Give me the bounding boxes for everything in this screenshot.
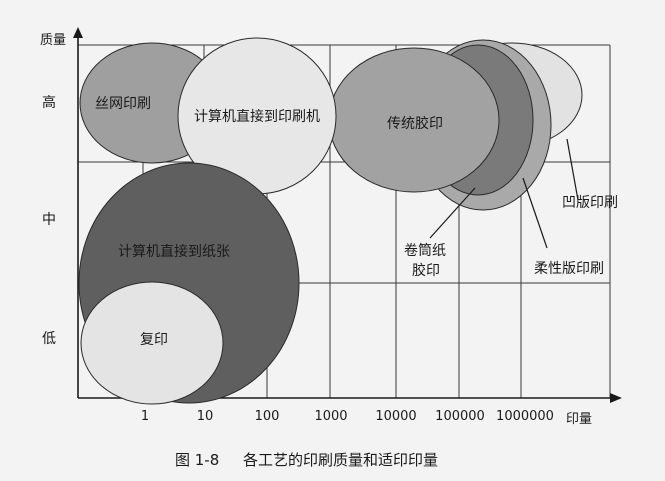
x-axis-arrow — [610, 393, 622, 403]
x-axis-title: 印量 — [566, 412, 592, 427]
y-axis-title: 质量 — [40, 33, 66, 48]
label-offset: 传统胶印 — [387, 115, 443, 132]
label-flexo: 柔性版印刷 — [534, 261, 604, 277]
label-web-offset-line1: 卷筒纸 — [404, 242, 446, 259]
caption-number: 图 1-8 — [175, 451, 219, 469]
leader-web-offset — [429, 187, 476, 239]
label-copy: 复印 — [140, 331, 168, 348]
x-tick-100000: 100000 — [435, 409, 485, 424]
y-level-low: 低 — [42, 331, 56, 347]
label-ctp-paper: 计算机直接到纸张 — [118, 243, 230, 260]
y-level-high: 高 — [42, 94, 56, 111]
x-tick-1: 1 — [141, 409, 149, 424]
x-tick-10000: 10000 — [375, 409, 416, 424]
label-gravure: 凹版印刷 — [562, 195, 618, 211]
process-regions — [78, 37, 583, 405]
x-tick-1000: 1000 — [314, 409, 347, 424]
x-tick-10: 10 — [197, 409, 214, 424]
label-silkscreen: 丝网印刷 — [95, 96, 151, 112]
label-ctp-press: 计算机直接到印刷机 — [194, 108, 320, 125]
ellipse-copy — [80, 281, 224, 405]
y-axis-arrow — [73, 27, 83, 38]
label-web-offset-line2: 胶印 — [412, 262, 440, 279]
leader-gravure — [566, 138, 579, 201]
caption-text: 各工艺的印刷质量和适印印量 — [243, 451, 438, 469]
x-tick-100: 100 — [255, 409, 280, 424]
leader-lines — [429, 138, 579, 249]
leader-flexo — [522, 177, 548, 249]
x-tick-labels: 1 10 100 1000 10000 100000 1000000 — [141, 409, 554, 424]
x-tick-1000000: 1000000 — [496, 409, 554, 424]
y-level-mid: 中 — [42, 212, 56, 228]
